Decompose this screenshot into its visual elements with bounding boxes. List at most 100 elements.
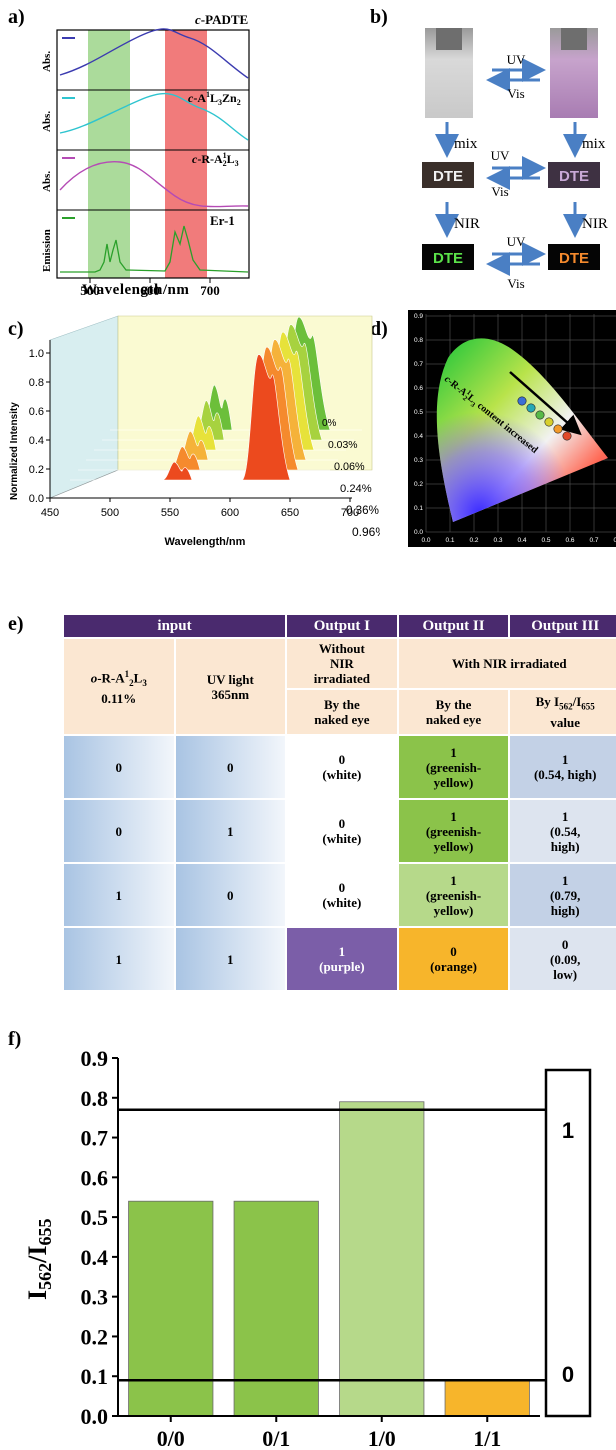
f-ytick-label: 0.4 — [81, 1245, 109, 1270]
photoswitch-scheme: UV Vis mix mix DTE DTE UV Vis NIR NIR DT… — [422, 28, 608, 291]
row2-output-2: 1 (greenish-yellow) — [396, 798, 511, 864]
output-2-3-condition: With NIR irradiated — [396, 637, 616, 690]
cie-coordinate-dot — [517, 396, 527, 406]
cie-ytick-label: 0.1 — [414, 505, 423, 512]
row1-output-2: 1 (greenish-yellow) — [396, 734, 511, 800]
label-zn: c-A1L3Zn2 — [188, 90, 241, 107]
panel-label-a: a) — [8, 6, 25, 28]
f-ytick-label: 0.3 — [81, 1285, 109, 1310]
cie-coordinate-dot — [544, 417, 554, 427]
label-c-padte: c-PADTE — [195, 12, 248, 27]
header-input: input — [61, 613, 288, 639]
xtick-500: 500 — [80, 283, 100, 298]
threshold-label-low: 0 — [562, 1362, 574, 1387]
f-ylabel: I562/I655 — [23, 1219, 55, 1300]
label-vis-1: Vis — [507, 86, 524, 101]
cie-xtick-label: 0.3 — [493, 537, 502, 544]
floor-edge — [49, 469, 119, 499]
cie-ytick-label: 0.5 — [414, 409, 423, 416]
panel-label-c: c) — [8, 318, 24, 340]
dte-sample-white — [422, 162, 474, 188]
c-series-label: 0.36% — [346, 504, 379, 517]
dte-text-white: DTE — [433, 168, 463, 185]
f-bar — [233, 1200, 319, 1417]
header-output-1: Output I — [285, 613, 399, 639]
c-xtick-label: 700 — [341, 507, 359, 519]
row2-input-a: 0 — [62, 798, 176, 864]
f-bar — [339, 1101, 425, 1417]
row4-input-a: 1 — [62, 926, 176, 992]
cie-xtick-label: 0.8 — [613, 537, 616, 544]
label-nir-left: NIR — [454, 216, 480, 232]
vial-right-cap — [561, 28, 587, 50]
f-ytick-label: 0.6 — [81, 1165, 109, 1190]
row1-output-1: 0 (white) — [285, 734, 399, 800]
row4-input-b: 1 — [173, 926, 288, 992]
row3-output-3: 1 (0.79, high) — [508, 862, 616, 928]
f-ytick-label: 0.9 — [81, 1046, 109, 1071]
row3-output-1: 0 (white) — [285, 862, 399, 928]
f-category-label: 1/0 — [368, 1426, 396, 1450]
row4-output-2: 0 (orange) — [396, 926, 511, 992]
c-spectra — [70, 317, 362, 481]
header-output-2: Output II — [396, 613, 511, 639]
f-bar — [128, 1200, 214, 1417]
c-ytick-label: 0.8 — [29, 377, 44, 389]
cie-xtick-label: 0.1 — [445, 537, 454, 544]
row4-output-1: 1 (purple) — [285, 926, 399, 992]
c-ylabel: Normalized Intensity — [9, 402, 20, 500]
output-1-method: By the naked eye — [285, 688, 399, 736]
dte-sample-green — [422, 244, 474, 270]
green-band — [88, 30, 130, 278]
panel-label-f: f) — [8, 1028, 22, 1050]
c-spectrum — [70, 354, 322, 481]
table-row: 0 0 0 (white) 1 (greenish-yellow) 1 (0.54, … — [62, 734, 616, 800]
row3-input-b: 0 — [173, 862, 288, 928]
row4-output-3: 0 (0.09, low) — [508, 926, 616, 992]
ylabel-abs-1: Abs. — [41, 51, 53, 72]
trace-zn — [59, 92, 249, 141]
cie-coordinate-dot — [526, 403, 536, 413]
c-xtick-label: 450 — [41, 507, 59, 519]
f-category-label: 0/0 — [157, 1426, 185, 1450]
vial-left-cap — [436, 28, 462, 50]
f-ytick-label: 0.1 — [81, 1364, 109, 1389]
cie-dots — [517, 396, 572, 441]
panel-label-d: d) — [370, 318, 388, 340]
cie-xtick-label: 0.0 — [421, 537, 430, 544]
c-series-label: 0.96% — [352, 525, 380, 539]
c-series-label: 0.03% — [328, 440, 357, 451]
label-uv-3: UV — [507, 234, 526, 249]
trace-er — [60, 225, 249, 273]
c-xtick-label: 500 — [101, 507, 119, 519]
ratio-bar-chart: 0.0 0.1 0.2 0.3 0.4 0.5 0.6 0.7 0.8 0.9 0/0 0/1 1/0 1… — [23, 1046, 592, 1450]
cie-coordinate-dot — [535, 410, 545, 420]
logic-truth-table: input Output I Output II Output III o-R-… — [61, 613, 616, 992]
cie-ytick-label: 0.6 — [414, 385, 423, 392]
label-r: c-R-A1 2L3 — [192, 151, 239, 168]
cie-xtick-label: 0.2 — [469, 537, 478, 544]
cie-horseshoe-blue — [436, 338, 608, 522]
row3-output-2: 1 (greenish-yellow) — [396, 862, 511, 928]
row1-input-b: 0 — [173, 734, 288, 800]
red-band — [165, 30, 207, 278]
table-row: 0 1 0 (white) 1 (greenish-yellow) 1 (0.54, h… — [62, 798, 616, 864]
table-row: 1 0 0 (white) 1 (greenish-yellow) 1 (0.79, h… — [62, 862, 616, 928]
f-axes: 0.0 0.1 0.2 0.3 0.4 0.5 0.6 0.7 0.8 0.9 0/0 0/1 1/0 1… — [81, 1046, 540, 1450]
c-xtick-label: 600 — [221, 507, 239, 519]
label-vis-2: Vis — [491, 184, 508, 199]
dte-text-green: DTE — [433, 250, 463, 267]
row1-output-3: 1 (0.54, high) — [508, 734, 616, 800]
label-uv-2: UV — [491, 148, 510, 163]
cie-trend-arrow — [509, 371, 582, 436]
row2-output-3: 1 (0.54, high) — [508, 798, 616, 864]
table-row: 1 1 1 (purple) 0 (orange) 0 (0.09, low) — [62, 926, 616, 992]
panel-label-b: b) — [370, 6, 388, 28]
xtick-700: 700 — [200, 283, 220, 298]
f-ytick-label: 0.2 — [81, 1324, 109, 1349]
cie-ytick-label: 0.4 — [414, 433, 423, 440]
dte-text-purple: DTE — [559, 168, 589, 185]
label-er: Er-1 — [210, 213, 235, 228]
label-uv-1: UV — [507, 52, 526, 67]
cie-coordinate-dot — [553, 424, 563, 434]
